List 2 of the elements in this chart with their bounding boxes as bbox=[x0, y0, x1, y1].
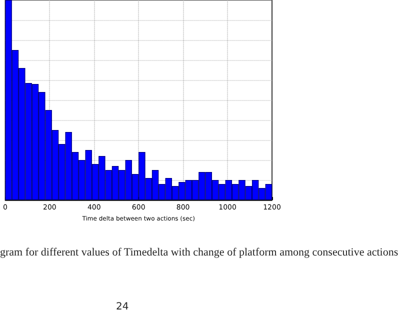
text: 24 bbox=[116, 302, 129, 312]
text: gram for different values of Timedelta with change of platform among consecutive actions bbox=[0, 246, 398, 258]
